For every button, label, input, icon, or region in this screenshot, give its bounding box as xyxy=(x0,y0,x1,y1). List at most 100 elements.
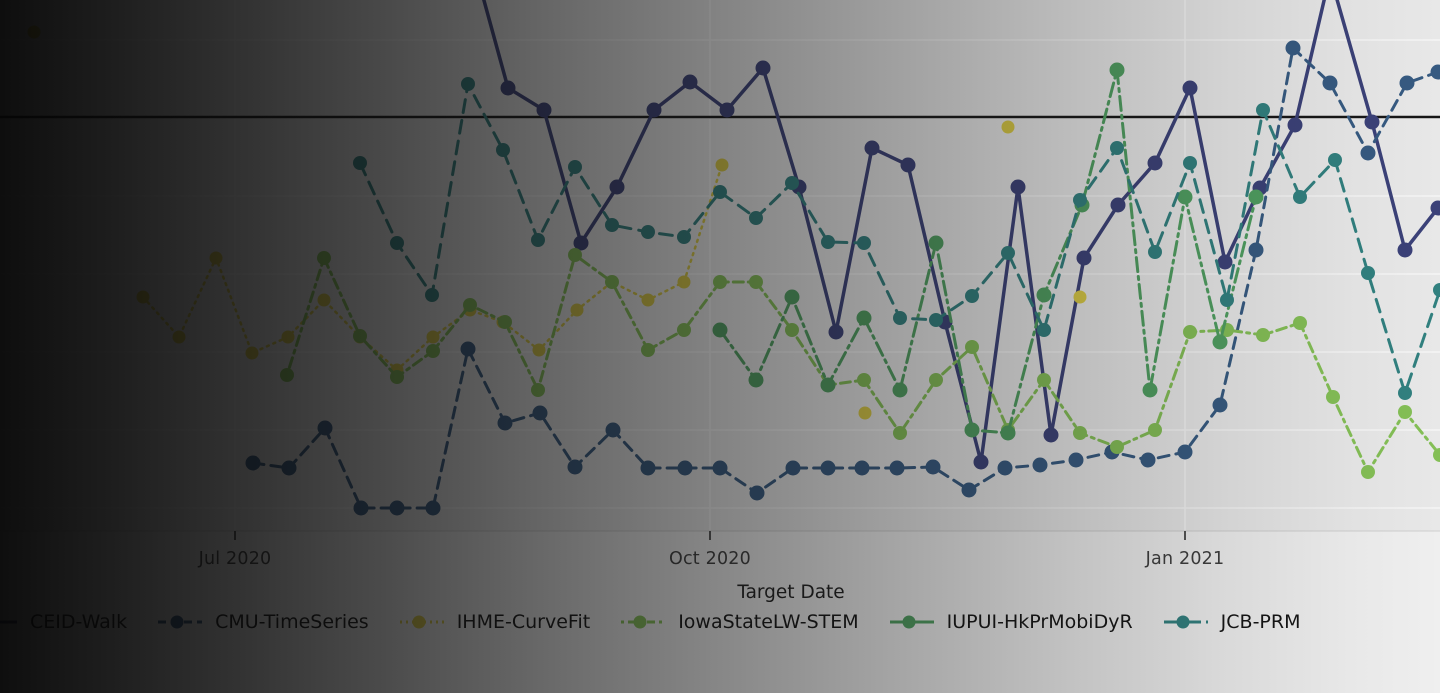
series-marker xyxy=(719,102,735,118)
series-marker xyxy=(1109,62,1125,78)
series-marker xyxy=(1147,155,1163,171)
series-marker xyxy=(1326,390,1340,404)
series-marker xyxy=(682,74,698,90)
series-marker xyxy=(1364,114,1380,130)
series-marker xyxy=(1360,145,1376,161)
series-marker xyxy=(641,293,655,307)
series-marker xyxy=(641,225,655,239)
series-marker xyxy=(461,77,475,91)
series-marker xyxy=(568,160,582,174)
series-marker xyxy=(1010,179,1026,195)
series-marker xyxy=(1073,290,1087,304)
series-marker xyxy=(605,422,621,438)
series-marker xyxy=(1293,190,1307,204)
legend-label: IHME-CurveFit xyxy=(456,611,591,633)
series-marker xyxy=(426,344,440,358)
series-marker xyxy=(749,275,763,289)
legend-swatch-icon xyxy=(399,615,444,629)
series-marker xyxy=(280,368,294,382)
legend-item-cmu-timeseries[interactable]: CMU-TimeSeries xyxy=(157,611,369,633)
series-marker xyxy=(646,102,662,118)
series-marker xyxy=(1037,373,1051,387)
legend-item-iowastatelw-stem[interactable]: IowaStateLW-STEM xyxy=(620,611,859,633)
series-marker xyxy=(820,377,836,393)
series-marker xyxy=(713,185,727,199)
legend-label: CMU-TimeSeries xyxy=(215,611,369,633)
series-marker xyxy=(1293,316,1307,330)
series-marker xyxy=(1322,75,1338,91)
legend-item-ihme-curvefit[interactable]: IHME-CurveFit xyxy=(399,611,590,633)
series-marker xyxy=(900,157,916,173)
legend-swatch-icon xyxy=(1163,615,1208,629)
series-marker xyxy=(929,313,943,327)
series-marker xyxy=(821,235,835,249)
x-tick-jan-2021: Jan 2021 xyxy=(1145,549,1225,569)
series-marker xyxy=(712,460,728,476)
series-marker xyxy=(353,156,367,170)
series-marker xyxy=(973,454,989,470)
series-marker xyxy=(1110,440,1124,454)
series-marker xyxy=(1212,397,1228,413)
series-marker xyxy=(1287,117,1303,133)
series-marker xyxy=(677,275,691,289)
series-marker xyxy=(1073,193,1087,207)
series-marker xyxy=(965,340,979,354)
x-tick-jul-2020: Jul 2020 xyxy=(198,549,272,569)
series-marker xyxy=(893,426,907,440)
series-marker xyxy=(245,346,259,360)
legend-label: IowaStateLW-STEM xyxy=(678,611,859,633)
series-marker xyxy=(609,179,625,195)
series-marker xyxy=(531,383,545,397)
series-marker xyxy=(858,406,872,420)
series-marker xyxy=(1398,405,1412,419)
series-marker xyxy=(1212,334,1228,350)
series-marker xyxy=(317,251,331,265)
series-marker xyxy=(893,311,907,325)
series-marker xyxy=(715,158,729,172)
legend-item-ceid-walk[interactable]: CEID-Walk xyxy=(0,611,127,633)
series-marker xyxy=(749,485,765,501)
series-marker xyxy=(1142,382,1158,398)
legend-item-jcb-prm[interactable]: JCB-PRM xyxy=(1163,611,1301,633)
series-marker xyxy=(1001,120,1015,134)
series-marker xyxy=(1399,75,1415,91)
series-marker xyxy=(605,275,619,289)
x-tick-oct-2020: Oct 2020 xyxy=(669,549,751,569)
series-marker xyxy=(864,140,880,156)
legend-item-iupui-hkprmobidyr[interactable]: IUPUI-HkPrMobiDyR xyxy=(889,611,1133,633)
series-marker xyxy=(1076,250,1092,266)
series-marker xyxy=(281,330,295,344)
series-marker xyxy=(1110,197,1126,213)
series-marker xyxy=(1148,423,1162,437)
legend-label: JCB-PRM xyxy=(1220,611,1301,633)
series-marker xyxy=(568,248,582,262)
series-marker xyxy=(1256,103,1270,117)
legend-label: CEID-Walk xyxy=(30,611,128,633)
series-marker xyxy=(390,236,404,250)
series-marker xyxy=(929,373,943,387)
series-marker xyxy=(1001,246,1015,260)
series-marker xyxy=(425,500,441,516)
series-marker xyxy=(209,251,223,265)
series-marker xyxy=(1073,426,1087,440)
series-marker xyxy=(245,455,261,471)
series-marker xyxy=(605,218,619,232)
series-marker xyxy=(532,343,546,357)
series-marker xyxy=(536,102,552,118)
legend-swatch-icon xyxy=(621,615,666,629)
series-marker xyxy=(755,60,771,76)
series-marker xyxy=(497,415,513,431)
series-marker xyxy=(965,289,979,303)
series-marker xyxy=(1285,40,1301,56)
series-marker xyxy=(677,460,693,476)
series-marker xyxy=(500,80,516,96)
series-marker xyxy=(1248,242,1264,258)
series-marker xyxy=(677,323,691,337)
series-marker xyxy=(498,315,512,329)
legend-swatch-icon xyxy=(889,615,934,629)
series-marker xyxy=(1182,80,1198,96)
series-marker xyxy=(1220,293,1234,307)
series-marker xyxy=(785,323,799,337)
series-marker xyxy=(1140,452,1156,468)
